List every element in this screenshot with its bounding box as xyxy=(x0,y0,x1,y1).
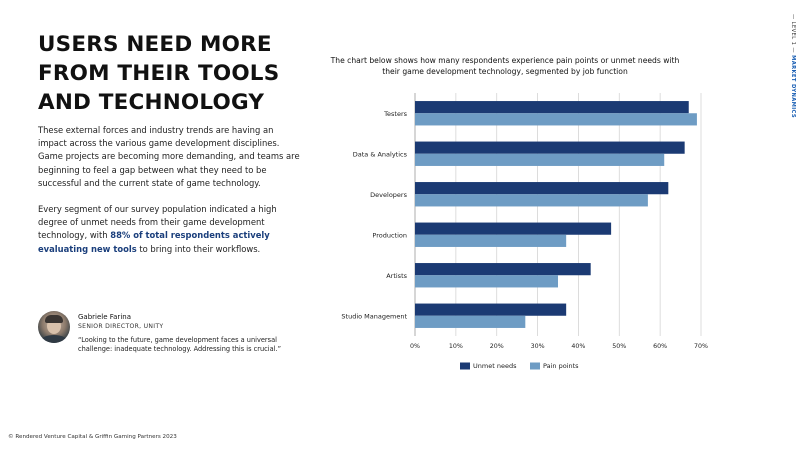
body-paragraph-2: Every segment of our survey population i… xyxy=(38,203,300,256)
body-paragraph-2-end: to bring into their workflows. xyxy=(136,243,261,254)
body-highlight: 88% of total respondents actively evalua… xyxy=(38,230,270,254)
x-tick-label: 40% xyxy=(571,343,585,350)
section-name: MARKET DYNAMICS xyxy=(790,55,796,118)
legend-label: Pain points xyxy=(543,362,579,370)
bar-pain-points xyxy=(415,315,526,328)
x-tick-label: 50% xyxy=(612,343,626,350)
section-level: — LEVEL 1 — xyxy=(790,14,796,53)
quote-author-role: SENIOR DIRECTOR, UNITY xyxy=(78,323,164,330)
bar-pain-points xyxy=(415,234,567,247)
x-tick-label: 20% xyxy=(490,343,504,350)
legend-swatch xyxy=(530,362,540,370)
bar-unmet-needs xyxy=(415,222,612,235)
body-paragraph-2-start: Every segment of our survey population i… xyxy=(38,204,277,241)
category-label: Studio Management xyxy=(341,312,407,320)
bar-pain-points xyxy=(415,113,697,126)
bar-pain-points xyxy=(415,194,648,207)
category-label: Testers xyxy=(383,110,407,118)
x-tick-label: 30% xyxy=(531,343,545,350)
headline: USERS NEED MORE FROM THEIR TOOLS AND TEC… xyxy=(38,30,298,117)
bar-unmet-needs xyxy=(415,263,591,276)
bar-pain-points xyxy=(415,275,558,288)
legend-swatch xyxy=(460,362,470,370)
category-label: Artists xyxy=(386,272,407,280)
headline-line-2: FROM THEIR TOOLS xyxy=(38,61,280,86)
bar-unmet-needs xyxy=(415,141,685,154)
bar-unmet-needs xyxy=(415,101,689,114)
copyright: © Rendered Venture Capital & Griffin Gam… xyxy=(8,434,177,440)
x-tick-label: 0% xyxy=(410,343,420,350)
section-label: — LEVEL 1 — MARKET DYNAMICS xyxy=(782,14,798,118)
x-tick-label: 70% xyxy=(694,343,708,350)
bar-unmet-needs xyxy=(415,303,567,316)
headline-line-3: AND TECHNOLOGY xyxy=(38,90,265,115)
x-tick-label: 10% xyxy=(449,343,463,350)
quote-author-name: Gabriele Farina xyxy=(78,313,131,321)
legend-label: Unmet needs xyxy=(473,362,517,370)
avatar xyxy=(38,311,70,343)
bar-chart: 0% 10% 20% 30% 40% 50% 60% 70% Testers Data & Ana… xyxy=(341,93,708,370)
category-label: Data & Analytics xyxy=(353,150,408,158)
quote-text: “Looking to the future, game development… xyxy=(78,336,282,354)
category-label: Production xyxy=(372,231,407,239)
headline-line-1: USERS NEED MORE xyxy=(38,32,272,57)
chart-title: The chart below shows how many responden… xyxy=(330,56,680,76)
bar-pain-points xyxy=(415,153,665,166)
bar-unmet-needs xyxy=(415,182,669,195)
category-label: Developers xyxy=(370,191,407,199)
body-text: These external forces and industry trend… xyxy=(38,124,300,269)
body-paragraph-1: These external forces and industry trend… xyxy=(38,125,300,188)
x-tick-label: 60% xyxy=(653,343,667,350)
